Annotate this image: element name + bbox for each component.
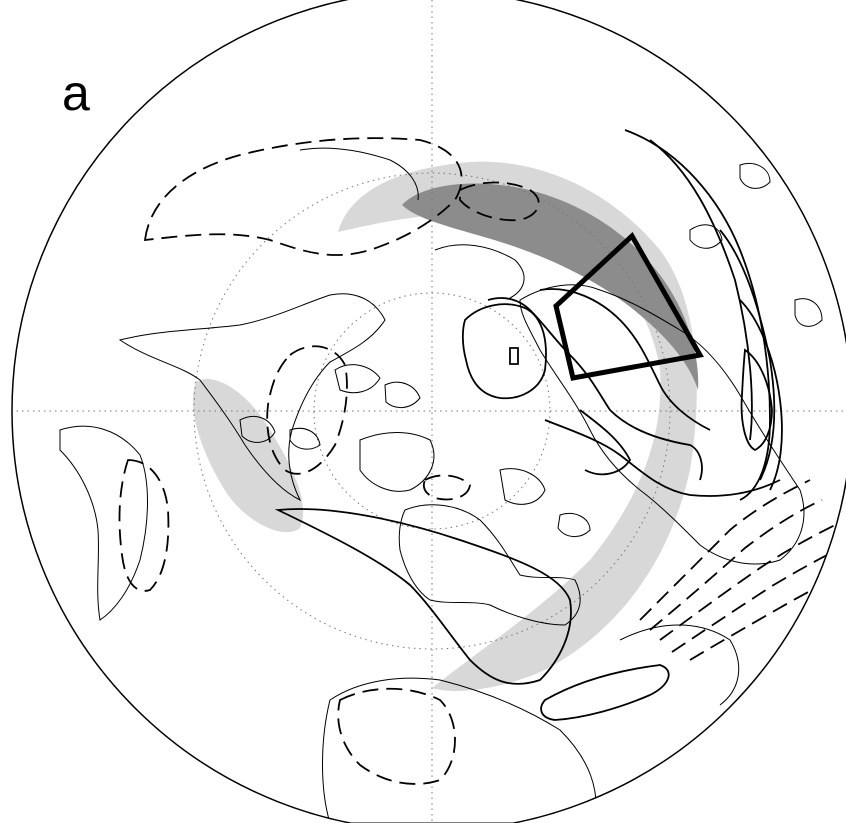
globe-boundary [11,0,846,823]
latitude-circle-inner [313,292,551,530]
shading-light-west [192,378,304,533]
coastlines [59,147,823,823]
target-box [553,232,704,381]
panel-label: a [62,65,90,121]
contours-solid [274,129,783,721]
shading-dark-core [402,183,699,390]
shading-light-arc [338,161,697,691]
latitude-circle-outer [193,172,671,650]
